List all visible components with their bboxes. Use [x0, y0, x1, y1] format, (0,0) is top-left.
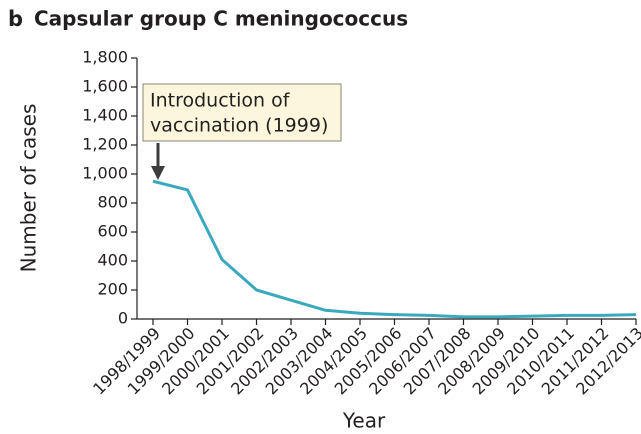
y-tick-label: 1,400 [82, 106, 128, 125]
y-tick-label: 800 [97, 193, 128, 212]
line-series [152, 179, 637, 319]
y-tick-label: 1,800 [82, 48, 128, 67]
y-tick-label: 1,200 [82, 135, 128, 154]
y-tick-label: 0 [118, 309, 128, 328]
annotation-arrow-head [151, 166, 165, 180]
y-axis-title: Number of cases [17, 104, 41, 273]
y-tick-label: 200 [97, 280, 128, 299]
annotation-line: vaccination (1999) [150, 115, 328, 137]
x-axis-title: Year [342, 409, 386, 433]
annotation-box [142, 83, 342, 142]
y-tick-label: 600 [97, 222, 128, 241]
annotation-line: Introduction of [150, 90, 291, 112]
panel-label: b [8, 7, 23, 31]
chart-title: Capsular group C meningococcus [34, 7, 408, 31]
y-tick-label: 1,000 [82, 164, 128, 183]
y-tick-label: 1,600 [82, 77, 128, 96]
y-tick-label: 400 [97, 251, 128, 270]
